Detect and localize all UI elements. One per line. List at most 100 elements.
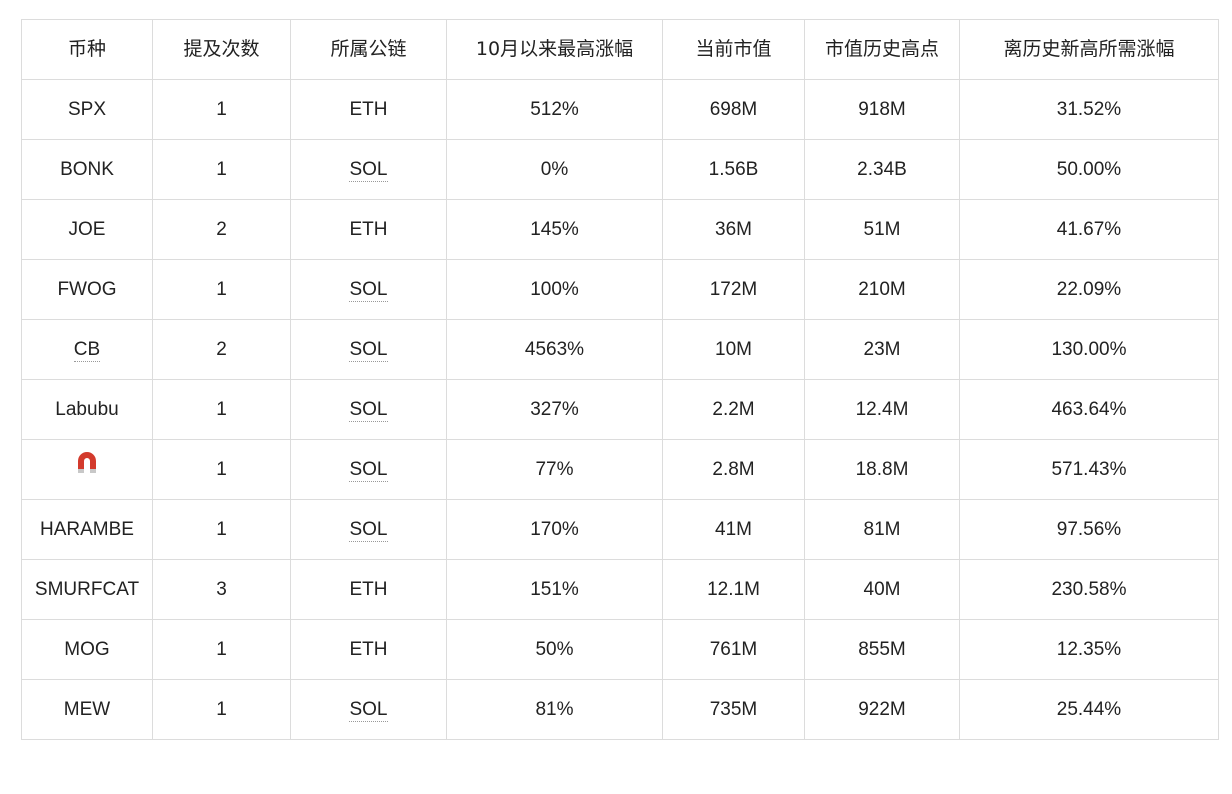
cell-market-cap: 698M — [662, 79, 805, 140]
cell-max-gain: 0% — [446, 139, 663, 200]
cell-gain-to-ath: 571.43% — [959, 439, 1219, 500]
cell-max-gain: 170% — [446, 499, 663, 560]
table-row: BONK 1 SOL 0% 1.56B 2.34B 50.00% — [21, 139, 1219, 200]
cell-coin: BONK — [21, 139, 153, 200]
cell-chain: SOL — [290, 259, 447, 320]
cell-gain-to-ath: 130.00% — [959, 319, 1219, 380]
cell-chain: ETH — [290, 199, 447, 260]
cell-market-cap: 172M — [662, 259, 805, 320]
cell-mentions: 1 — [152, 139, 291, 200]
coin-term-link[interactable]: CB — [73, 339, 101, 362]
chain-term-link[interactable]: SOL — [349, 159, 388, 182]
cell-chain: SOL — [290, 379, 447, 440]
cell-mentions: 1 — [152, 499, 291, 560]
cell-ath-cap: 18.8M — [804, 439, 960, 500]
cell-mentions: 1 — [152, 379, 291, 440]
cell-coin: Labubu — [21, 379, 153, 440]
cell-max-gain: 512% — [446, 79, 663, 140]
cell-mentions: 1 — [152, 619, 291, 680]
cell-coin: MEW — [21, 679, 153, 740]
cell-gain-to-ath: 12.35% — [959, 619, 1219, 680]
table-row: SPX 1 ETH 512% 698M 918M 31.52% — [21, 79, 1219, 140]
cell-gain-to-ath: 463.64% — [959, 379, 1219, 440]
cell-max-gain: 100% — [446, 259, 663, 320]
cell-ath-cap: 922M — [804, 679, 960, 740]
coin-table-container: 币种 提及次数 所属公链 10月以来最高涨幅 当前市值 市值历史高点 离历史新高… — [21, 19, 1219, 740]
chain-term-link[interactable]: SOL — [349, 399, 388, 422]
header-max-gain: 10月以来最高涨幅 — [446, 19, 663, 80]
cell-market-cap: 41M — [662, 499, 805, 560]
table-row: MOG 1 ETH 50% 761M 855M 12.35% — [21, 619, 1219, 680]
cell-chain: ETH — [290, 79, 447, 140]
cell-ath-cap: 23M — [804, 319, 960, 380]
cell-ath-cap: 855M — [804, 619, 960, 680]
cell-market-cap: 10M — [662, 319, 805, 380]
chain-term-link[interactable]: SOL — [349, 519, 388, 542]
cell-mentions: 2 — [152, 319, 291, 380]
cell-ath-cap: 12.4M — [804, 379, 960, 440]
table-header-row: 币种 提及次数 所属公链 10月以来最高涨幅 当前市值 市值历史高点 离历史新高… — [21, 19, 1219, 80]
cell-gain-to-ath: 41.67% — [959, 199, 1219, 260]
header-mentions: 提及次数 — [152, 19, 291, 80]
coin-table: 币种 提及次数 所属公链 10月以来最高涨幅 当前市值 市值历史高点 离历史新高… — [21, 19, 1219, 740]
cell-ath-cap: 81M — [804, 499, 960, 560]
table-row: FWOG 1 SOL 100% 172M 210M 22.09% — [21, 259, 1219, 320]
cell-coin: MOG — [21, 619, 153, 680]
table-body: SPX 1 ETH 512% 698M 918M 31.52% BONK 1 SOL 0% 1.56B… — [21, 79, 1219, 740]
cell-ath-cap: 2.34B — [804, 139, 960, 200]
cell-mentions: 1 — [152, 679, 291, 740]
cell-coin: CB — [21, 319, 153, 380]
magnet-icon — [76, 450, 98, 486]
cell-gain-to-ath: 230.58% — [959, 559, 1219, 620]
cell-coin-magnet — [21, 439, 153, 500]
chain-term-link[interactable]: SOL — [349, 339, 388, 362]
table-row: HARAMBE 1 SOL 170% 41M 81M 97.56% — [21, 499, 1219, 560]
chain-term-link[interactable]: SOL — [349, 279, 388, 302]
table-row: SMURFCAT 3 ETH 151% 12.1M 40M 230.58% — [21, 559, 1219, 620]
cell-gain-to-ath: 31.52% — [959, 79, 1219, 140]
cell-ath-cap: 918M — [804, 79, 960, 140]
cell-mentions: 3 — [152, 559, 291, 620]
cell-mentions: 1 — [152, 439, 291, 500]
cell-chain: SOL — [290, 139, 447, 200]
cell-chain: SOL — [290, 499, 447, 560]
cell-coin: SMURFCAT — [21, 559, 153, 620]
table-row: MEW 1 SOL 81% 735M 922M 25.44% — [21, 679, 1219, 740]
cell-chain: SOL — [290, 679, 447, 740]
table-row: Labubu 1 SOL 327% 2.2M 12.4M 463.64% — [21, 379, 1219, 440]
chain-term-link[interactable]: SOL — [349, 699, 388, 722]
header-market-cap: 当前市值 — [662, 19, 805, 80]
cell-market-cap: 761M — [662, 619, 805, 680]
cell-max-gain: 151% — [446, 559, 663, 620]
cell-gain-to-ath: 25.44% — [959, 679, 1219, 740]
cell-ath-cap: 210M — [804, 259, 960, 320]
header-chain: 所属公链 — [290, 19, 447, 80]
cell-gain-to-ath: 97.56% — [959, 499, 1219, 560]
cell-market-cap: 2.8M — [662, 439, 805, 500]
cell-chain: ETH — [290, 619, 447, 680]
table-row: JOE 2 ETH 145% 36M 51M 41.67% — [21, 199, 1219, 260]
cell-max-gain: 77% — [446, 439, 663, 500]
cell-max-gain: 81% — [446, 679, 663, 740]
cell-chain: SOL — [290, 439, 447, 500]
cell-chain: ETH — [290, 559, 447, 620]
cell-ath-cap: 51M — [804, 199, 960, 260]
cell-ath-cap: 40M — [804, 559, 960, 620]
chain-term-link[interactable]: SOL — [349, 459, 388, 482]
table-row: 1 SOL 77% 2.8M 18.8M 571.43% — [21, 439, 1219, 500]
cell-coin: SPX — [21, 79, 153, 140]
table-row: CB 2 SOL 4563% 10M 23M 130.00% — [21, 319, 1219, 380]
cell-coin: FWOG — [21, 259, 153, 320]
cell-mentions: 1 — [152, 79, 291, 140]
cell-market-cap: 36M — [662, 199, 805, 260]
cell-market-cap: 12.1M — [662, 559, 805, 620]
cell-mentions: 1 — [152, 259, 291, 320]
cell-mentions: 2 — [152, 199, 291, 260]
cell-market-cap: 2.2M — [662, 379, 805, 440]
cell-chain: SOL — [290, 319, 447, 380]
cell-gain-to-ath: 50.00% — [959, 139, 1219, 200]
cell-max-gain: 50% — [446, 619, 663, 680]
cell-market-cap: 735M — [662, 679, 805, 740]
header-coin: 币种 — [21, 19, 153, 80]
cell-max-gain: 145% — [446, 199, 663, 260]
